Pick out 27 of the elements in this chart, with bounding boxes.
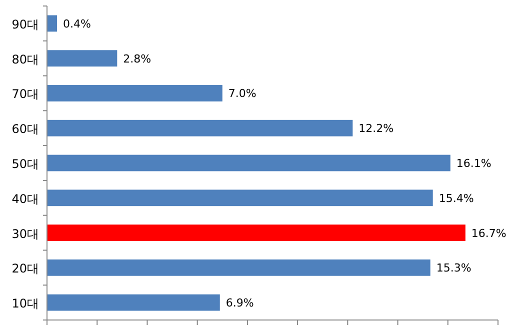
y-tick-label: 60대 — [12, 122, 39, 136]
data-label: 16.7% — [471, 226, 506, 240]
y-tick-label: 50대 — [12, 157, 39, 171]
y-tick-label: 10대 — [12, 296, 39, 311]
bar — [47, 154, 450, 172]
y-tick-label: 70대 — [12, 87, 39, 102]
y-tick-label: 30대 — [12, 226, 39, 241]
data-label: 0.4% — [63, 17, 91, 30]
data-label: 7.0% — [228, 87, 256, 100]
bar — [47, 120, 353, 136]
data-label: 12.2% — [358, 122, 394, 136]
y-tick-label: 90대 — [12, 17, 39, 32]
data-label: 6.9% — [226, 296, 254, 310]
data-label: 15.3% — [436, 262, 472, 275]
y-tick-label: 40대 — [12, 192, 39, 206]
data-label: 2.8% — [123, 52, 152, 66]
bar — [47, 224, 466, 241]
data-label: 16.1% — [456, 157, 492, 170]
bar — [47, 50, 118, 67]
y-tick-label: 80대 — [12, 52, 39, 66]
data-label: 15.4% — [438, 192, 474, 205]
bar — [47, 85, 222, 102]
bar — [47, 15, 58, 32]
bar — [47, 259, 430, 276]
bar — [47, 294, 220, 311]
y-tick-label: 20대 — [12, 262, 39, 276]
bar — [47, 190, 433, 206]
